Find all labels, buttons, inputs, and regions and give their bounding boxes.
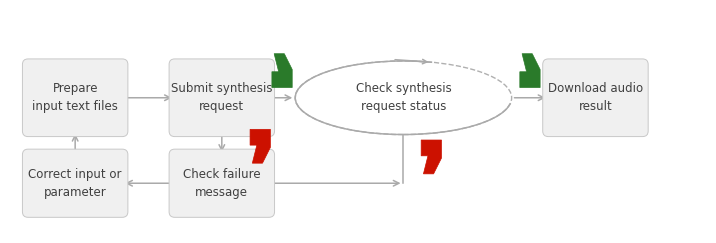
Text: Download audio
result: Download audio result	[548, 82, 643, 113]
Text: Correct input or
parameter: Correct input or parameter	[29, 168, 122, 199]
Ellipse shape	[295, 61, 512, 135]
FancyBboxPatch shape	[543, 59, 648, 137]
Polygon shape	[250, 129, 271, 163]
Polygon shape	[421, 140, 442, 174]
Polygon shape	[272, 54, 292, 87]
Text: Submit synthesis
request: Submit synthesis request	[171, 82, 273, 113]
Text: Check failure
message: Check failure message	[183, 168, 261, 199]
Text: Check synthesis
request status: Check synthesis request status	[356, 82, 451, 113]
FancyBboxPatch shape	[22, 59, 128, 137]
Text: Prepare
input text files: Prepare input text files	[32, 82, 118, 113]
FancyBboxPatch shape	[169, 149, 274, 217]
FancyBboxPatch shape	[22, 149, 128, 217]
FancyBboxPatch shape	[169, 59, 274, 137]
Polygon shape	[520, 54, 540, 87]
